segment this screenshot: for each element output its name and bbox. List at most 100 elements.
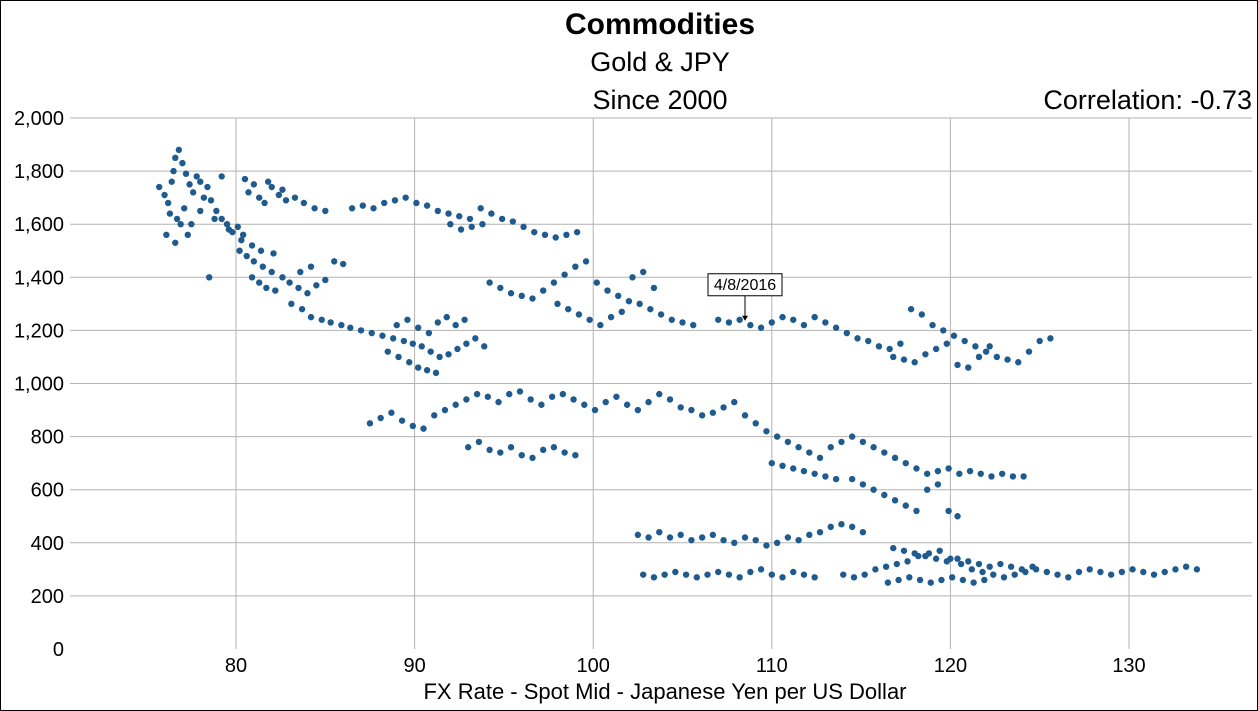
data-point xyxy=(339,260,347,268)
data-point xyxy=(666,534,674,541)
data-point xyxy=(454,345,461,353)
data-point xyxy=(752,420,759,427)
data-point xyxy=(488,210,495,217)
data-point xyxy=(1036,337,1043,345)
x-tick-label: 80 xyxy=(225,655,247,677)
data-point xyxy=(409,340,417,347)
data-point xyxy=(263,284,270,292)
data-point xyxy=(859,528,867,536)
data-point xyxy=(872,566,879,573)
data-point xyxy=(570,396,577,403)
data-point xyxy=(763,542,770,549)
data-point xyxy=(457,226,465,233)
data-point xyxy=(413,199,420,207)
data-point xyxy=(272,287,279,294)
data-point xyxy=(204,183,211,191)
data-point xyxy=(291,194,299,201)
data-point xyxy=(927,579,934,586)
y-tick-label: 0 xyxy=(53,639,64,661)
data-point xyxy=(529,295,536,302)
data-point xyxy=(539,446,547,454)
data-point xyxy=(572,263,579,270)
data-point xyxy=(427,348,434,355)
data-point xyxy=(956,470,963,477)
data-point xyxy=(709,531,717,539)
data-point xyxy=(550,444,558,451)
data-point xyxy=(527,396,534,403)
data-point xyxy=(445,351,452,358)
y-tick-labels: 0 200 400 600 800 1,000 1,200 1,400 1,600 1,800 2,… xyxy=(14,108,64,661)
data-point xyxy=(164,199,172,207)
data-point xyxy=(859,438,867,446)
data-point xyxy=(822,473,829,480)
data-point xyxy=(188,221,195,228)
data-point xyxy=(1020,473,1027,480)
data-point xyxy=(234,223,241,231)
data-point xyxy=(1086,566,1093,573)
data-point xyxy=(773,433,781,440)
data-point xyxy=(518,451,525,459)
data-point xyxy=(943,340,951,347)
data-point xyxy=(466,215,474,223)
y-tick-label: 1,000 xyxy=(14,374,64,396)
data-point xyxy=(357,327,365,334)
data-point xyxy=(282,197,290,204)
data-point xyxy=(998,470,1006,477)
chart-subtitle: Gold & JPY xyxy=(590,47,730,77)
data-point xyxy=(816,454,824,462)
data-point xyxy=(288,300,295,308)
data-point xyxy=(938,576,945,584)
data-point xyxy=(418,343,425,350)
data-point xyxy=(741,412,749,419)
data-point xyxy=(307,263,315,270)
data-point xyxy=(398,417,406,424)
data-point xyxy=(552,234,559,241)
data-point xyxy=(615,292,622,300)
data-point xyxy=(1018,566,1026,573)
data-point xyxy=(668,316,675,323)
data-point xyxy=(784,534,792,541)
data-point xyxy=(954,361,961,369)
data-point xyxy=(304,290,311,297)
data-point xyxy=(1075,568,1083,576)
data-point xyxy=(790,465,797,472)
data-point xyxy=(563,231,570,239)
data-point xyxy=(986,343,993,350)
data-point xyxy=(618,308,625,316)
data-point xyxy=(1004,356,1011,363)
data-point xyxy=(932,555,940,562)
data-point xyxy=(443,313,450,321)
data-point xyxy=(318,316,325,323)
data-point xyxy=(538,401,545,408)
data-point xyxy=(1000,574,1008,581)
data-point xyxy=(613,393,620,400)
data-point xyxy=(640,571,647,578)
correlation-label: Correlation: -0.73 xyxy=(1043,85,1252,115)
data-point xyxy=(359,202,367,209)
data-point xyxy=(731,539,738,546)
data-point xyxy=(572,451,579,459)
data-point xyxy=(773,539,781,546)
data-point xyxy=(640,268,647,276)
data-point xyxy=(241,175,249,183)
data-point xyxy=(795,444,802,451)
data-point xyxy=(975,353,983,361)
data-point xyxy=(997,560,1004,568)
data-point xyxy=(850,574,858,581)
data-point xyxy=(173,215,181,223)
data-point xyxy=(257,247,265,254)
data-point xyxy=(464,444,472,451)
data-point xyxy=(468,223,475,231)
data-point xyxy=(1129,566,1136,573)
data-point xyxy=(954,555,961,562)
data-point xyxy=(795,536,802,544)
data-point xyxy=(679,319,686,326)
data-point xyxy=(895,576,902,584)
data-point xyxy=(259,263,266,270)
data-point xyxy=(918,311,926,318)
data-point xyxy=(982,348,990,355)
callout-label: 4/8/2016 xyxy=(714,277,776,294)
data-point xyxy=(473,390,481,398)
data-point xyxy=(832,324,840,331)
